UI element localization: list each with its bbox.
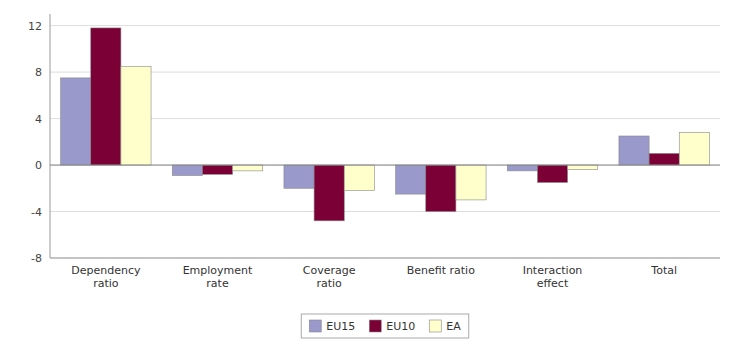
bar: [202, 165, 232, 174]
x-tick-label: Coverageratio: [303, 264, 356, 290]
bar: [396, 165, 426, 194]
x-tick-label-line: Interaction: [523, 264, 583, 277]
y-tick-label: 4: [35, 113, 42, 126]
y-tick-label: 0: [35, 159, 42, 172]
x-tick-label: Interactioneffect: [523, 264, 583, 290]
bar: [507, 165, 537, 171]
x-tick-label-line: Coverage: [303, 264, 356, 277]
zero-line: [50, 165, 720, 166]
bars: [61, 28, 710, 221]
x-tick-label: Dependencyratio: [71, 264, 141, 290]
bar: [679, 133, 709, 166]
legend-swatch: [309, 320, 321, 332]
x-tick-label-line: Total: [650, 264, 677, 277]
bar: [91, 28, 121, 165]
bar: [568, 165, 598, 170]
y-tick-label: 12: [28, 20, 42, 33]
grid-line: [50, 211, 720, 212]
legend-swatch: [429, 320, 441, 332]
grid-line: [50, 258, 720, 259]
grid-line: [50, 25, 720, 26]
bar: [619, 136, 649, 165]
bar: [233, 165, 263, 171]
x-tick-label: Employmentrate: [183, 264, 253, 290]
bar: [426, 165, 456, 211]
bar: [172, 165, 202, 175]
x-tick-label-line: rate: [206, 277, 229, 290]
x-tick-label: Total: [650, 264, 677, 277]
legend-frame: [301, 314, 468, 338]
y-tick-label: -4: [31, 206, 42, 219]
chart: -8-404812DependencyratioEmploymentrateCo…: [0, 0, 735, 352]
x-tick-label-line: ratio: [316, 277, 342, 290]
bar: [314, 165, 344, 221]
bar: [121, 66, 151, 165]
x-tick-label-line: Employment: [183, 264, 253, 277]
bar: [537, 165, 567, 182]
x-tick-label-line: Dependency: [71, 264, 141, 277]
legend-swatch: [369, 320, 381, 332]
y-axis-line: [50, 14, 51, 258]
y-tick-label: 8: [35, 66, 42, 79]
grid-line: [50, 165, 720, 166]
bar: [344, 165, 374, 191]
y-tick-label: -8: [31, 252, 42, 265]
x-axis-line: [50, 258, 720, 259]
bar: [649, 153, 679, 165]
x-tick-label-line: Benefit ratio: [407, 264, 475, 277]
x-tick-label-line: effect: [537, 277, 569, 290]
bar: [456, 165, 486, 200]
legend-label: EU10: [386, 320, 415, 333]
legend-label: EU15: [326, 320, 355, 333]
x-tick-label: Benefit ratio: [407, 264, 475, 277]
legend: EU15 EU10 EA: [301, 314, 468, 338]
bar: [284, 165, 314, 188]
x-tick-label-line: ratio: [93, 277, 119, 290]
legend-label: EA: [446, 320, 461, 333]
bar: [61, 78, 91, 165]
